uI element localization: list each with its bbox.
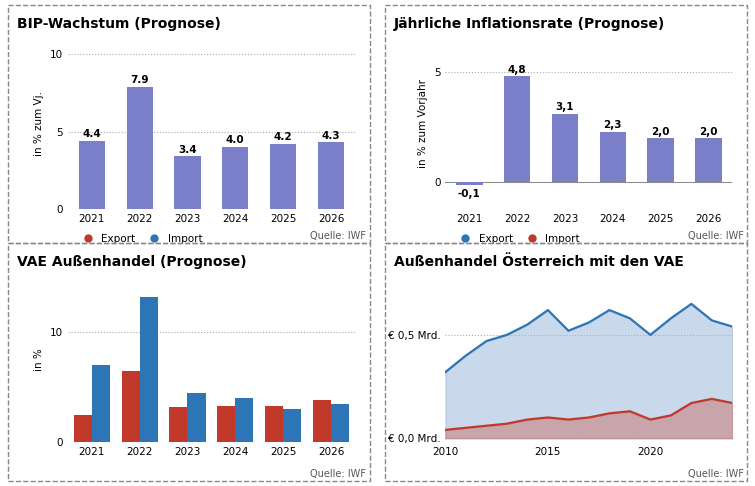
Bar (318, 142, 344, 209)
Text: Jährliche Inflationsrate (Prognose): Jährliche Inflationsrate (Prognose) (394, 17, 665, 31)
Legend: Export, Import: Export, Import (73, 229, 206, 248)
Text: VAE Außenhandel (Prognose): VAE Außenhandel (Prognose) (17, 255, 246, 269)
Bar (695, 139, 722, 182)
Text: BIP-Wachstum (Prognose): BIP-Wachstum (Prognose) (17, 17, 220, 31)
Bar (127, 87, 153, 209)
Text: Außenhandel Österreich mit den VAE: Außenhandel Österreich mit den VAE (394, 255, 684, 269)
Text: 2,0: 2,0 (652, 126, 670, 137)
Text: Quelle: IWF: Quelle: IWF (688, 469, 744, 479)
Bar (265, 406, 283, 442)
Y-axis label: in % zum Vj.: in % zum Vj. (35, 91, 45, 156)
Bar (648, 139, 673, 182)
Bar (222, 147, 248, 209)
Bar (552, 114, 578, 182)
Bar (187, 393, 205, 442)
Bar (79, 141, 105, 209)
Bar (169, 407, 187, 442)
Text: Quelle: IWF: Quelle: IWF (310, 230, 366, 241)
Bar (599, 132, 626, 182)
Bar (217, 406, 236, 442)
Bar (236, 398, 254, 442)
Bar (283, 409, 301, 442)
Legend: Export, Import: Export, Import (451, 229, 584, 248)
Bar (122, 371, 140, 442)
Bar (174, 156, 201, 209)
Text: 2,3: 2,3 (603, 120, 622, 130)
Bar (140, 297, 158, 442)
Bar (92, 365, 110, 442)
Y-axis label: in % zum Vorjahr: in % zum Vorjahr (418, 79, 428, 169)
Text: Quelle: IWF: Quelle: IWF (310, 469, 366, 479)
Bar (270, 144, 296, 209)
Text: 4,8: 4,8 (508, 65, 526, 75)
Bar (456, 182, 482, 185)
Text: 3,1: 3,1 (556, 102, 575, 112)
Bar (504, 76, 530, 182)
Bar (313, 400, 331, 442)
Text: 4.0: 4.0 (226, 135, 245, 145)
Text: 3.4: 3.4 (178, 144, 197, 155)
Y-axis label: in %: in % (35, 348, 45, 371)
Text: 4.3: 4.3 (322, 131, 341, 140)
Text: 4.2: 4.2 (274, 132, 292, 142)
Text: Quelle: IWF: Quelle: IWF (688, 230, 744, 241)
Text: 4.4: 4.4 (82, 129, 101, 139)
Text: -0,1: -0,1 (458, 189, 481, 199)
Text: 2,0: 2,0 (699, 126, 718, 137)
Text: 7.9: 7.9 (131, 75, 149, 85)
Bar (74, 415, 92, 442)
Bar (331, 404, 349, 442)
